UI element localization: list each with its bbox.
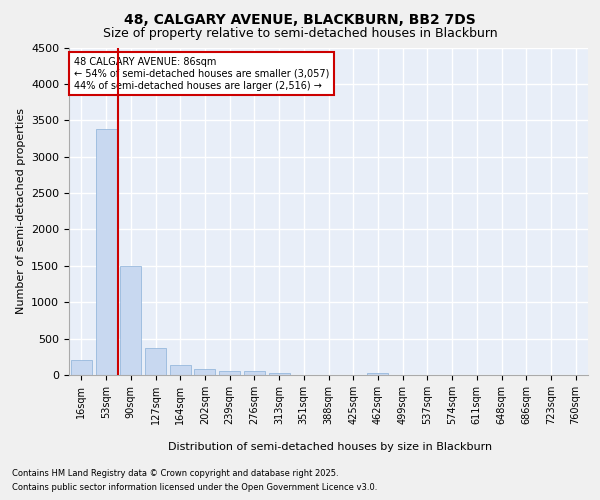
Y-axis label: Number of semi-detached properties: Number of semi-detached properties — [16, 108, 26, 314]
Bar — [194, 369, 215, 375]
Bar — [71, 360, 92, 375]
Bar — [219, 370, 240, 375]
Text: 48, CALGARY AVENUE, BLACKBURN, BB2 7DS: 48, CALGARY AVENUE, BLACKBURN, BB2 7DS — [124, 12, 476, 26]
Text: Contains HM Land Registry data © Crown copyright and database right 2025.: Contains HM Land Registry data © Crown c… — [12, 468, 338, 477]
Text: Distribution of semi-detached houses by size in Blackburn: Distribution of semi-detached houses by … — [168, 442, 492, 452]
Bar — [120, 266, 141, 375]
Bar — [244, 371, 265, 375]
Text: Size of property relative to semi-detached houses in Blackburn: Size of property relative to semi-detach… — [103, 28, 497, 40]
Bar — [145, 348, 166, 375]
Text: Contains public sector information licensed under the Open Government Licence v3: Contains public sector information licen… — [12, 484, 377, 492]
Bar — [95, 129, 116, 375]
Bar — [170, 365, 191, 375]
Bar — [269, 373, 290, 375]
Bar — [367, 373, 388, 375]
Text: 48 CALGARY AVENUE: 86sqm
← 54% of semi-detached houses are smaller (3,057)
44% o: 48 CALGARY AVENUE: 86sqm ← 54% of semi-d… — [74, 58, 329, 90]
